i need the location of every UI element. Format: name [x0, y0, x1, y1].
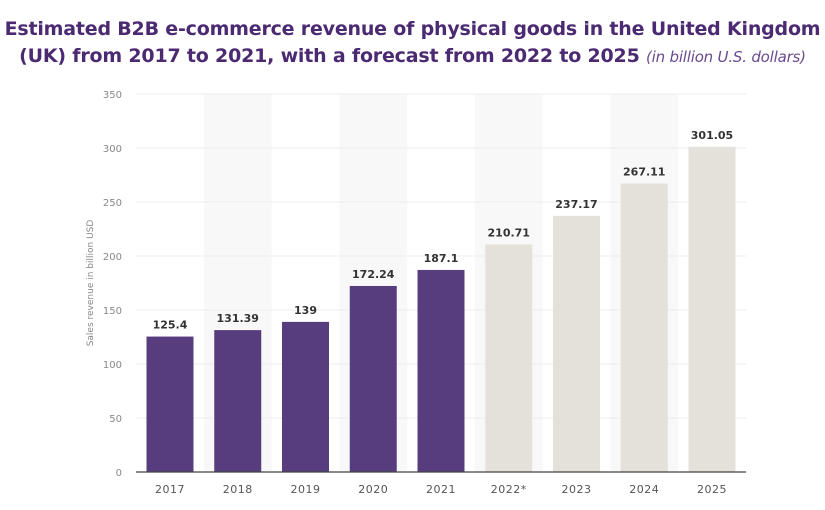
bar-2020: [349, 285, 397, 472]
y-tick-label: 200: [103, 252, 122, 263]
y-tick-label: 150: [103, 306, 122, 317]
x-tick-label: 2024: [629, 483, 659, 496]
x-tick-label: 2018: [223, 483, 253, 496]
data-label: 131.39: [217, 312, 259, 325]
data-label: 301.05: [691, 129, 733, 142]
bar-2024: [620, 183, 668, 473]
data-label: 172.24: [352, 268, 395, 281]
chart-title-unit: (in billion U.S. dollars): [646, 48, 806, 66]
y-tick-label: 250: [103, 198, 122, 209]
chart-title: Estimated B2B e-commerce revenue of phys…: [0, 16, 825, 71]
y-tick-label: 50: [109, 414, 122, 425]
x-tick-label: 2023: [562, 483, 592, 496]
data-label: 237.17: [555, 198, 597, 211]
bar-2021: [417, 269, 465, 472]
bar-2018: [214, 330, 262, 472]
bar-2019: [282, 321, 329, 472]
x-tick-label: 2021: [426, 483, 456, 496]
y-axis-label: Sales revenue in billion USD: [86, 220, 96, 347]
data-label: 125.4: [153, 319, 188, 332]
x-tick-label: 2020: [358, 483, 388, 496]
bar-2023: [553, 215, 600, 473]
y-tick-label: 0: [116, 468, 122, 479]
chart-title-main: Estimated B2B e-commerce revenue of phys…: [4, 18, 821, 67]
bar-2017: [146, 336, 194, 472]
x-tick-label: 2025: [697, 483, 727, 496]
y-tick-label: 350: [103, 90, 122, 101]
data-label: 267.11: [623, 166, 665, 179]
data-label: 210.71: [488, 226, 530, 239]
y-tick-label: 300: [103, 144, 122, 155]
bar-2025: [688, 146, 736, 472]
x-tick-label: 2017: [155, 483, 185, 496]
bar-2022*: [485, 244, 533, 472]
x-tick-label: 2019: [291, 483, 321, 496]
x-tick-label: 2022*: [491, 483, 527, 496]
data-label: 187.1: [424, 252, 459, 265]
data-label: 139: [294, 304, 317, 317]
y-tick-label: 100: [103, 360, 122, 371]
